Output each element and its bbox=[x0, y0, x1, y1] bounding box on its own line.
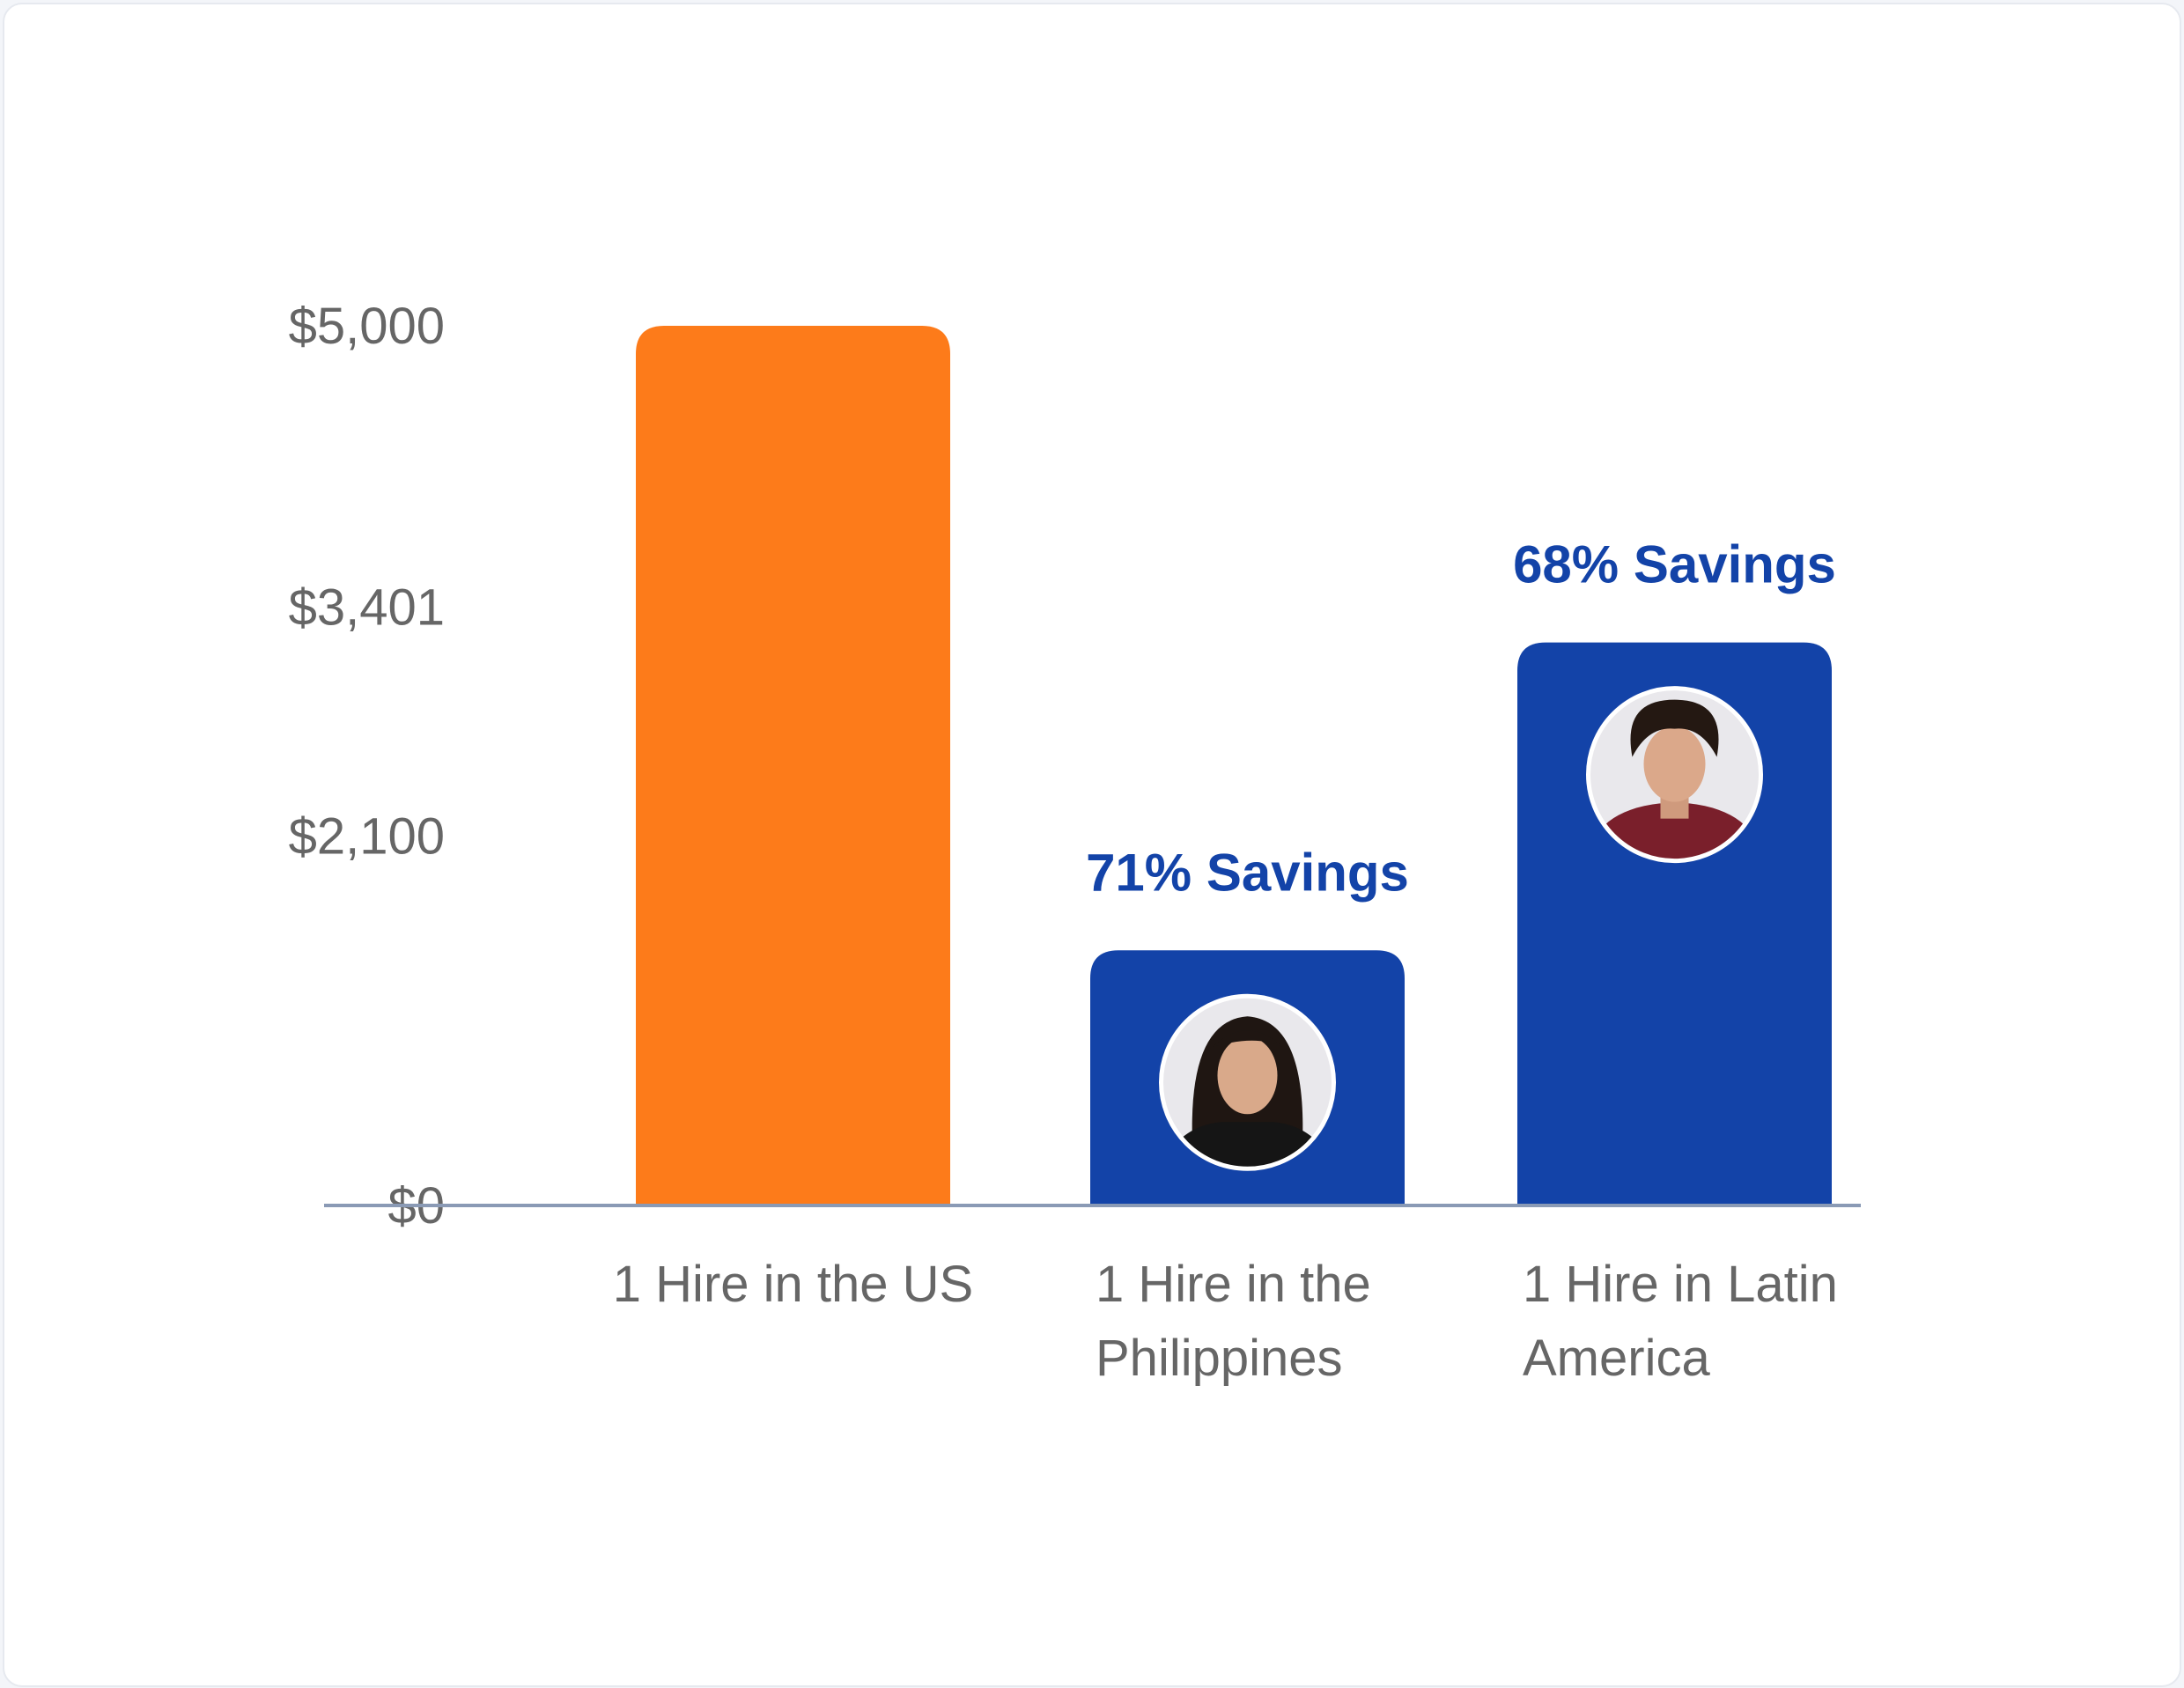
avatar-ring bbox=[1586, 686, 1763, 864]
category-label: 1 Hire in the US bbox=[613, 1256, 973, 1313]
category-label-line: America bbox=[1523, 1330, 1710, 1387]
avatar-fringe bbox=[1212, 1030, 1283, 1048]
savings-label: 68% Savings bbox=[1513, 535, 1836, 594]
chart-card: $0 $2,100 $3,401 $5,000 1 Hire in the US 71% … bbox=[3, 3, 2181, 1687]
category-label-line: Philippines bbox=[1096, 1330, 1343, 1387]
category-label: 1 Hire in Latin America bbox=[1523, 1256, 1838, 1387]
y-tick-label: $3,401 bbox=[289, 579, 445, 636]
man-portrait-avatar bbox=[1588, 688, 1761, 861]
avatar-ring bbox=[1159, 993, 1336, 1171]
savings-label: 71% Savings bbox=[1086, 843, 1409, 902]
category-label-line: 1 Hire in Latin bbox=[1523, 1256, 1838, 1313]
y-tick-label: $2,100 bbox=[289, 807, 445, 865]
y-tick-label: $5,000 bbox=[289, 298, 445, 355]
category-label: 1 Hire in the Philippines bbox=[1096, 1256, 1371, 1387]
category-label-line: 1 Hire in the US bbox=[613, 1256, 973, 1313]
avatar-shirt bbox=[1595, 802, 1754, 861]
category-label-line: 1 Hire in the bbox=[1096, 1256, 1371, 1313]
avatar-face bbox=[1643, 726, 1706, 802]
avatar-face bbox=[1217, 1036, 1278, 1115]
bar-1 bbox=[636, 326, 950, 1205]
avatar-curly-hair bbox=[1630, 699, 1719, 757]
